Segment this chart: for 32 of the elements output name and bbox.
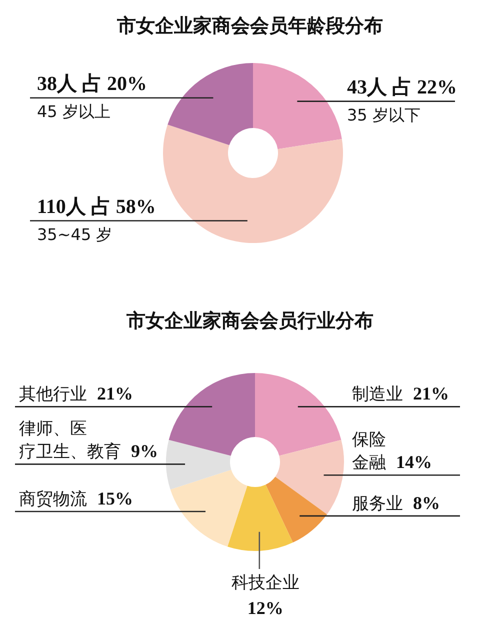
- slice-label: 制造业: [352, 384, 403, 405]
- data-label: 14%: [396, 452, 432, 472]
- slice-label: 服务业: [352, 494, 403, 514]
- data-label: 38人 占 20%: [37, 72, 147, 95]
- data-label: 9%: [131, 441, 158, 462]
- slice-label: 35 岁以下: [347, 105, 420, 124]
- slice-label: 保险金融: [352, 430, 386, 474]
- donut-slice: [255, 373, 342, 456]
- donut-slice: [266, 476, 328, 543]
- slice-label: 科技企业: [231, 573, 300, 593]
- donut-slice: [275, 440, 344, 514]
- chart-title: 市女企业家商会会员年龄段分布: [116, 15, 383, 37]
- donut-slice: [253, 63, 342, 150]
- slice-label: 其他行业: [19, 384, 87, 405]
- chart-title: 市女企业家商会会员行业分布: [126, 310, 374, 332]
- donut-slice: [170, 470, 248, 547]
- data-label: 110人 占 58%: [37, 196, 156, 218]
- slice-label: 35~45 岁: [37, 224, 112, 244]
- slice-label: 律师、医疗卫生、教育: [19, 419, 121, 462]
- data-label: 21%: [413, 384, 449, 404]
- data-label: 8%: [413, 492, 440, 513]
- donut-slice: [168, 63, 253, 146]
- donut-slice: [168, 373, 255, 456]
- data-label: 43人 占 22%: [347, 76, 457, 98]
- donut-slice: [227, 484, 293, 551]
- data-label: 12%: [247, 598, 284, 618]
- donut-slice: [166, 440, 232, 490]
- slice-label: 商贸物流: [19, 489, 87, 510]
- slice-label: 45 岁以上: [37, 102, 110, 121]
- data-label: 21%: [97, 384, 133, 404]
- data-label: 15%: [97, 488, 133, 508]
- donut-slice: [163, 124, 343, 243]
